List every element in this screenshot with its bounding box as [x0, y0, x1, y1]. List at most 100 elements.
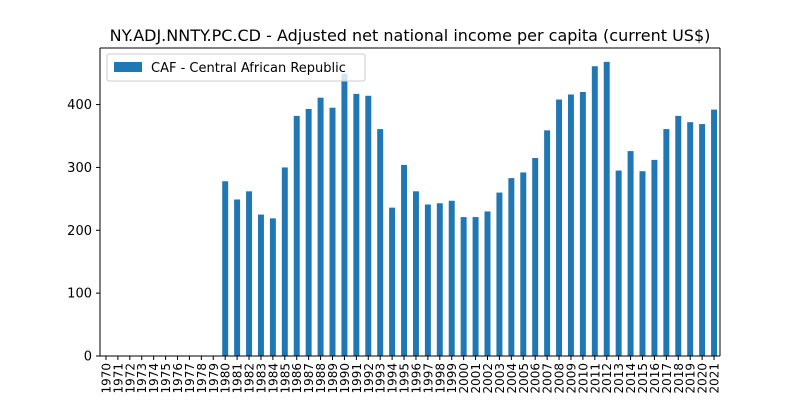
x-tick-label-2003: 2003: [493, 363, 507, 394]
bar-1988: [317, 97, 324, 356]
bar-2003: [496, 192, 503, 356]
bar-2006: [532, 158, 539, 356]
bar-2008: [556, 99, 563, 356]
bar-1982: [246, 191, 253, 356]
x-tick-label-1972: 1972: [123, 363, 137, 394]
y-tick-label: 400: [67, 98, 92, 113]
x-tick-label-1993: 1993: [374, 363, 388, 394]
x-tick-label-2004: 2004: [505, 363, 519, 394]
bar-1995: [401, 164, 408, 356]
y-tick-label: 100: [67, 287, 92, 302]
x-tick-label-2006: 2006: [529, 363, 543, 394]
x-tick-label-2007: 2007: [541, 363, 555, 394]
bar-2013: [615, 170, 622, 356]
bar-2016: [651, 159, 658, 356]
bar-1998: [436, 203, 443, 356]
axes-layer: 0100200300400197019711972197319741975197…: [67, 47, 722, 394]
x-tick-label-1997: 1997: [421, 363, 435, 394]
bar-2007: [544, 130, 551, 356]
bar-1980: [222, 181, 229, 356]
bars-layer: [222, 61, 718, 357]
bar-1981: [234, 199, 241, 356]
bar-1983: [257, 214, 264, 356]
bar-2020: [699, 124, 706, 356]
bar-2005: [520, 172, 527, 356]
bar-1989: [329, 107, 336, 357]
bar-2011: [591, 66, 598, 356]
bar-2015: [639, 171, 646, 356]
bar-2012: [603, 61, 610, 356]
bar-1986: [293, 115, 300, 356]
x-tick-label-1999: 1999: [445, 363, 459, 394]
x-tick-label-1973: 1973: [135, 363, 149, 394]
x-tick-label-2000: 2000: [457, 363, 471, 394]
x-tick-label-2001: 2001: [469, 363, 483, 394]
x-tick-label-2017: 2017: [660, 363, 674, 394]
legend-swatch: [114, 62, 142, 72]
x-tick-label-1987: 1987: [302, 363, 316, 394]
x-tick-label-2011: 2011: [588, 363, 602, 394]
bar-2014: [627, 151, 634, 356]
bar-1990: [341, 73, 348, 357]
x-tick-label-2021: 2021: [708, 363, 722, 394]
x-tick-label-2008: 2008: [553, 363, 567, 394]
x-tick-label-1971: 1971: [111, 363, 125, 394]
bar-2004: [508, 178, 515, 356]
x-tick-label-2012: 2012: [600, 363, 614, 394]
bar-1999: [448, 200, 455, 356]
x-tick-label-1975: 1975: [159, 363, 173, 394]
x-tick-label-1981: 1981: [231, 363, 245, 394]
x-tick-label-1998: 1998: [433, 363, 447, 394]
bar-2010: [579, 92, 586, 356]
x-tick-label-2013: 2013: [612, 363, 626, 394]
y-tick-label: 0: [84, 350, 92, 365]
bar-2018: [675, 115, 682, 356]
x-tick-label-2005: 2005: [517, 363, 531, 394]
legend-frame: [106, 53, 366, 82]
bar-1992: [365, 95, 372, 357]
bar-1996: [412, 191, 419, 356]
x-tick-label-1995: 1995: [398, 363, 412, 394]
x-tick-label-2020: 2020: [696, 363, 710, 394]
x-tick-label-2019: 2019: [684, 363, 698, 394]
x-tick-label-2009: 2009: [564, 363, 578, 394]
bar-2002: [484, 211, 491, 356]
x-tick-label-2010: 2010: [576, 363, 590, 394]
legend: CAF - Central African Republic: [106, 53, 366, 82]
x-tick-label-1996: 1996: [409, 363, 423, 394]
x-tick-label-2018: 2018: [672, 363, 686, 394]
x-tick-label-1970: 1970: [99, 363, 113, 394]
x-tick-label-1986: 1986: [290, 363, 304, 394]
bar-2000: [460, 217, 467, 356]
x-tick-label-1978: 1978: [195, 363, 209, 394]
x-tick-label-1977: 1977: [183, 363, 197, 394]
y-tick-label: 300: [67, 161, 92, 176]
x-tick-label-1976: 1976: [171, 363, 185, 394]
bar-1984: [269, 218, 276, 356]
bar-2021: [711, 109, 718, 356]
bar-1994: [389, 207, 396, 356]
chart-title: NY.ADJ.NNTY.PC.CD - Adjusted net nationa…: [110, 26, 711, 45]
bar-2017: [663, 129, 670, 356]
x-tick-label-2016: 2016: [648, 363, 662, 394]
x-tick-label-1983: 1983: [254, 363, 268, 394]
x-tick-label-1990: 1990: [338, 363, 352, 394]
bar-1997: [424, 204, 431, 356]
bar-1985: [281, 167, 288, 356]
x-tick-label-1980: 1980: [219, 363, 233, 394]
x-tick-label-1992: 1992: [362, 363, 376, 394]
x-tick-label-2002: 2002: [481, 363, 495, 394]
bar-1987: [305, 108, 312, 356]
x-tick-label-1991: 1991: [350, 363, 364, 394]
bar-1991: [353, 93, 360, 356]
x-tick-label-1985: 1985: [278, 363, 292, 394]
x-tick-label-1979: 1979: [207, 363, 221, 394]
x-tick-label-2015: 2015: [636, 363, 650, 394]
x-tick-label-1988: 1988: [314, 363, 328, 394]
bar-1993: [377, 129, 384, 356]
x-tick-label-1994: 1994: [386, 363, 400, 394]
bar-2009: [567, 94, 574, 356]
bar-2019: [687, 122, 694, 356]
